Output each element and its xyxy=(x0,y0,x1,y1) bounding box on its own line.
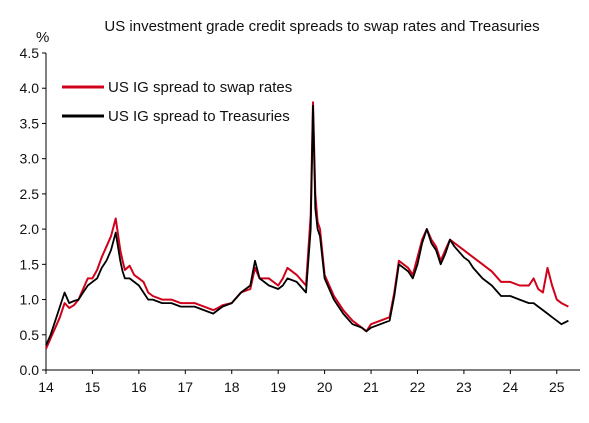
x-tick-label: 24 xyxy=(503,379,519,395)
x-tick-label: 15 xyxy=(85,379,101,395)
chart-title: US investment grade credit spreads to sw… xyxy=(104,18,539,35)
y-tick-label: 1.5 xyxy=(20,256,40,272)
legend-label-treasuries: US IG spread to Treasuries xyxy=(108,108,290,125)
x-tick-label: 20 xyxy=(317,379,333,395)
y-axis-unit: % xyxy=(36,29,49,46)
series-line-swap-rates xyxy=(45,101,569,350)
x-tick-label: 19 xyxy=(270,379,286,395)
y-tick-label: 0.0 xyxy=(20,362,40,378)
y-tick-label: 4.0 xyxy=(20,80,40,96)
y-tick-label: 3.0 xyxy=(20,151,40,167)
y-tick-label: 0.5 xyxy=(20,327,40,343)
x-tick-label: 14 xyxy=(38,379,54,395)
series-line-treasuries xyxy=(45,104,569,346)
y-ticks: 0.0 0.5 1.0 1.5 2.0 2.5 3.0 3.5 4.0 4.5 xyxy=(20,45,46,378)
x-ticks: 14 15 16 17 18 19 20 21 22 23 24 25 xyxy=(38,370,565,395)
y-tick-label: 4.5 xyxy=(20,45,40,61)
x-tick-label: 17 xyxy=(178,379,194,395)
y-tick-label: 3.5 xyxy=(20,115,40,131)
series-lines xyxy=(45,101,569,350)
y-tick-label: 2.0 xyxy=(20,221,40,237)
legend-label-swap: US IG spread to swap rates xyxy=(108,79,292,96)
y-tick-label: 2.5 xyxy=(20,186,40,202)
x-tick-label: 18 xyxy=(224,379,240,395)
legend: US IG spread to swap rates US IG spread … xyxy=(62,79,292,125)
x-tick-label: 16 xyxy=(131,379,147,395)
axes xyxy=(45,53,580,371)
x-tick-label: 25 xyxy=(549,379,565,395)
y-tick-label: 1.0 xyxy=(20,292,40,308)
x-tick-label: 22 xyxy=(410,379,426,395)
x-tick-label: 23 xyxy=(456,379,472,395)
x-tick-label: 21 xyxy=(363,379,379,395)
